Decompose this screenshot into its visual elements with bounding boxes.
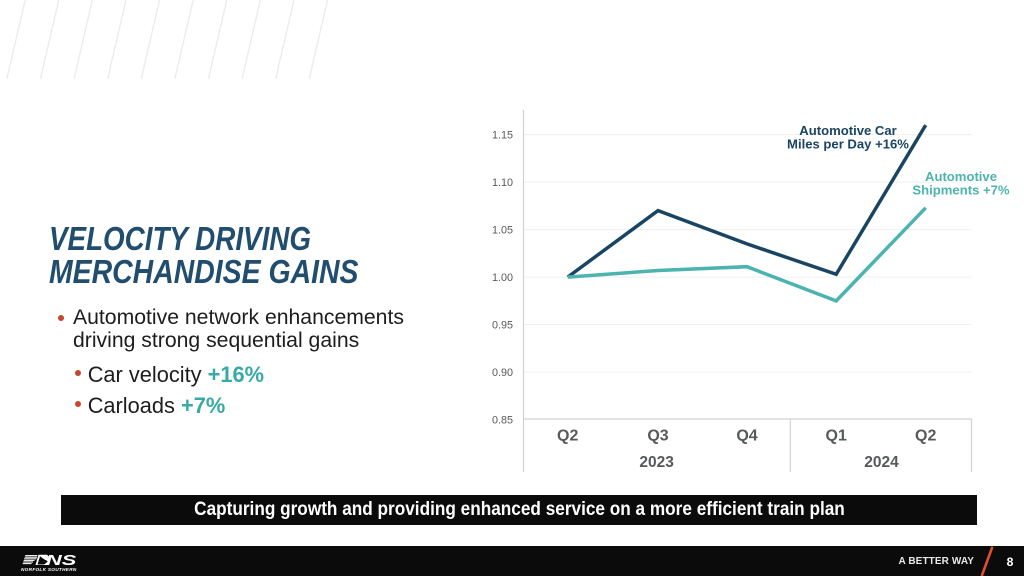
svg-text:NS: NS — [46, 552, 77, 569]
svg-text:1.05: 1.05 — [492, 224, 513, 236]
svg-text:NORFOLK SOUTHERN: NORFOLK SOUTHERN — [21, 567, 77, 572]
svg-text:Automotive Car: Automotive Car — [799, 123, 897, 138]
svg-text:0.85: 0.85 — [492, 414, 513, 426]
svg-text:Q2: Q2 — [915, 428, 936, 445]
svg-text:2024: 2024 — [864, 454, 899, 471]
svg-text:Q2: Q2 — [557, 428, 578, 445]
svg-text:Shipments +7%: Shipments +7% — [912, 182, 1009, 197]
svg-text:Automotive: Automotive — [925, 169, 997, 184]
svg-text:1.00: 1.00 — [492, 272, 513, 284]
svg-text:Q1: Q1 — [826, 428, 847, 445]
svg-text:Q4: Q4 — [736, 428, 757, 445]
svg-text:0.90: 0.90 — [492, 367, 513, 379]
svg-text:1.10: 1.10 — [492, 177, 513, 189]
svg-text:2023: 2023 — [639, 454, 674, 471]
svg-text:0.95: 0.95 — [492, 319, 513, 331]
svg-text:Miles per Day +16%: Miles per Day +16% — [787, 137, 909, 152]
svg-text:Q3: Q3 — [647, 428, 668, 445]
svg-text:1.15: 1.15 — [492, 129, 513, 141]
